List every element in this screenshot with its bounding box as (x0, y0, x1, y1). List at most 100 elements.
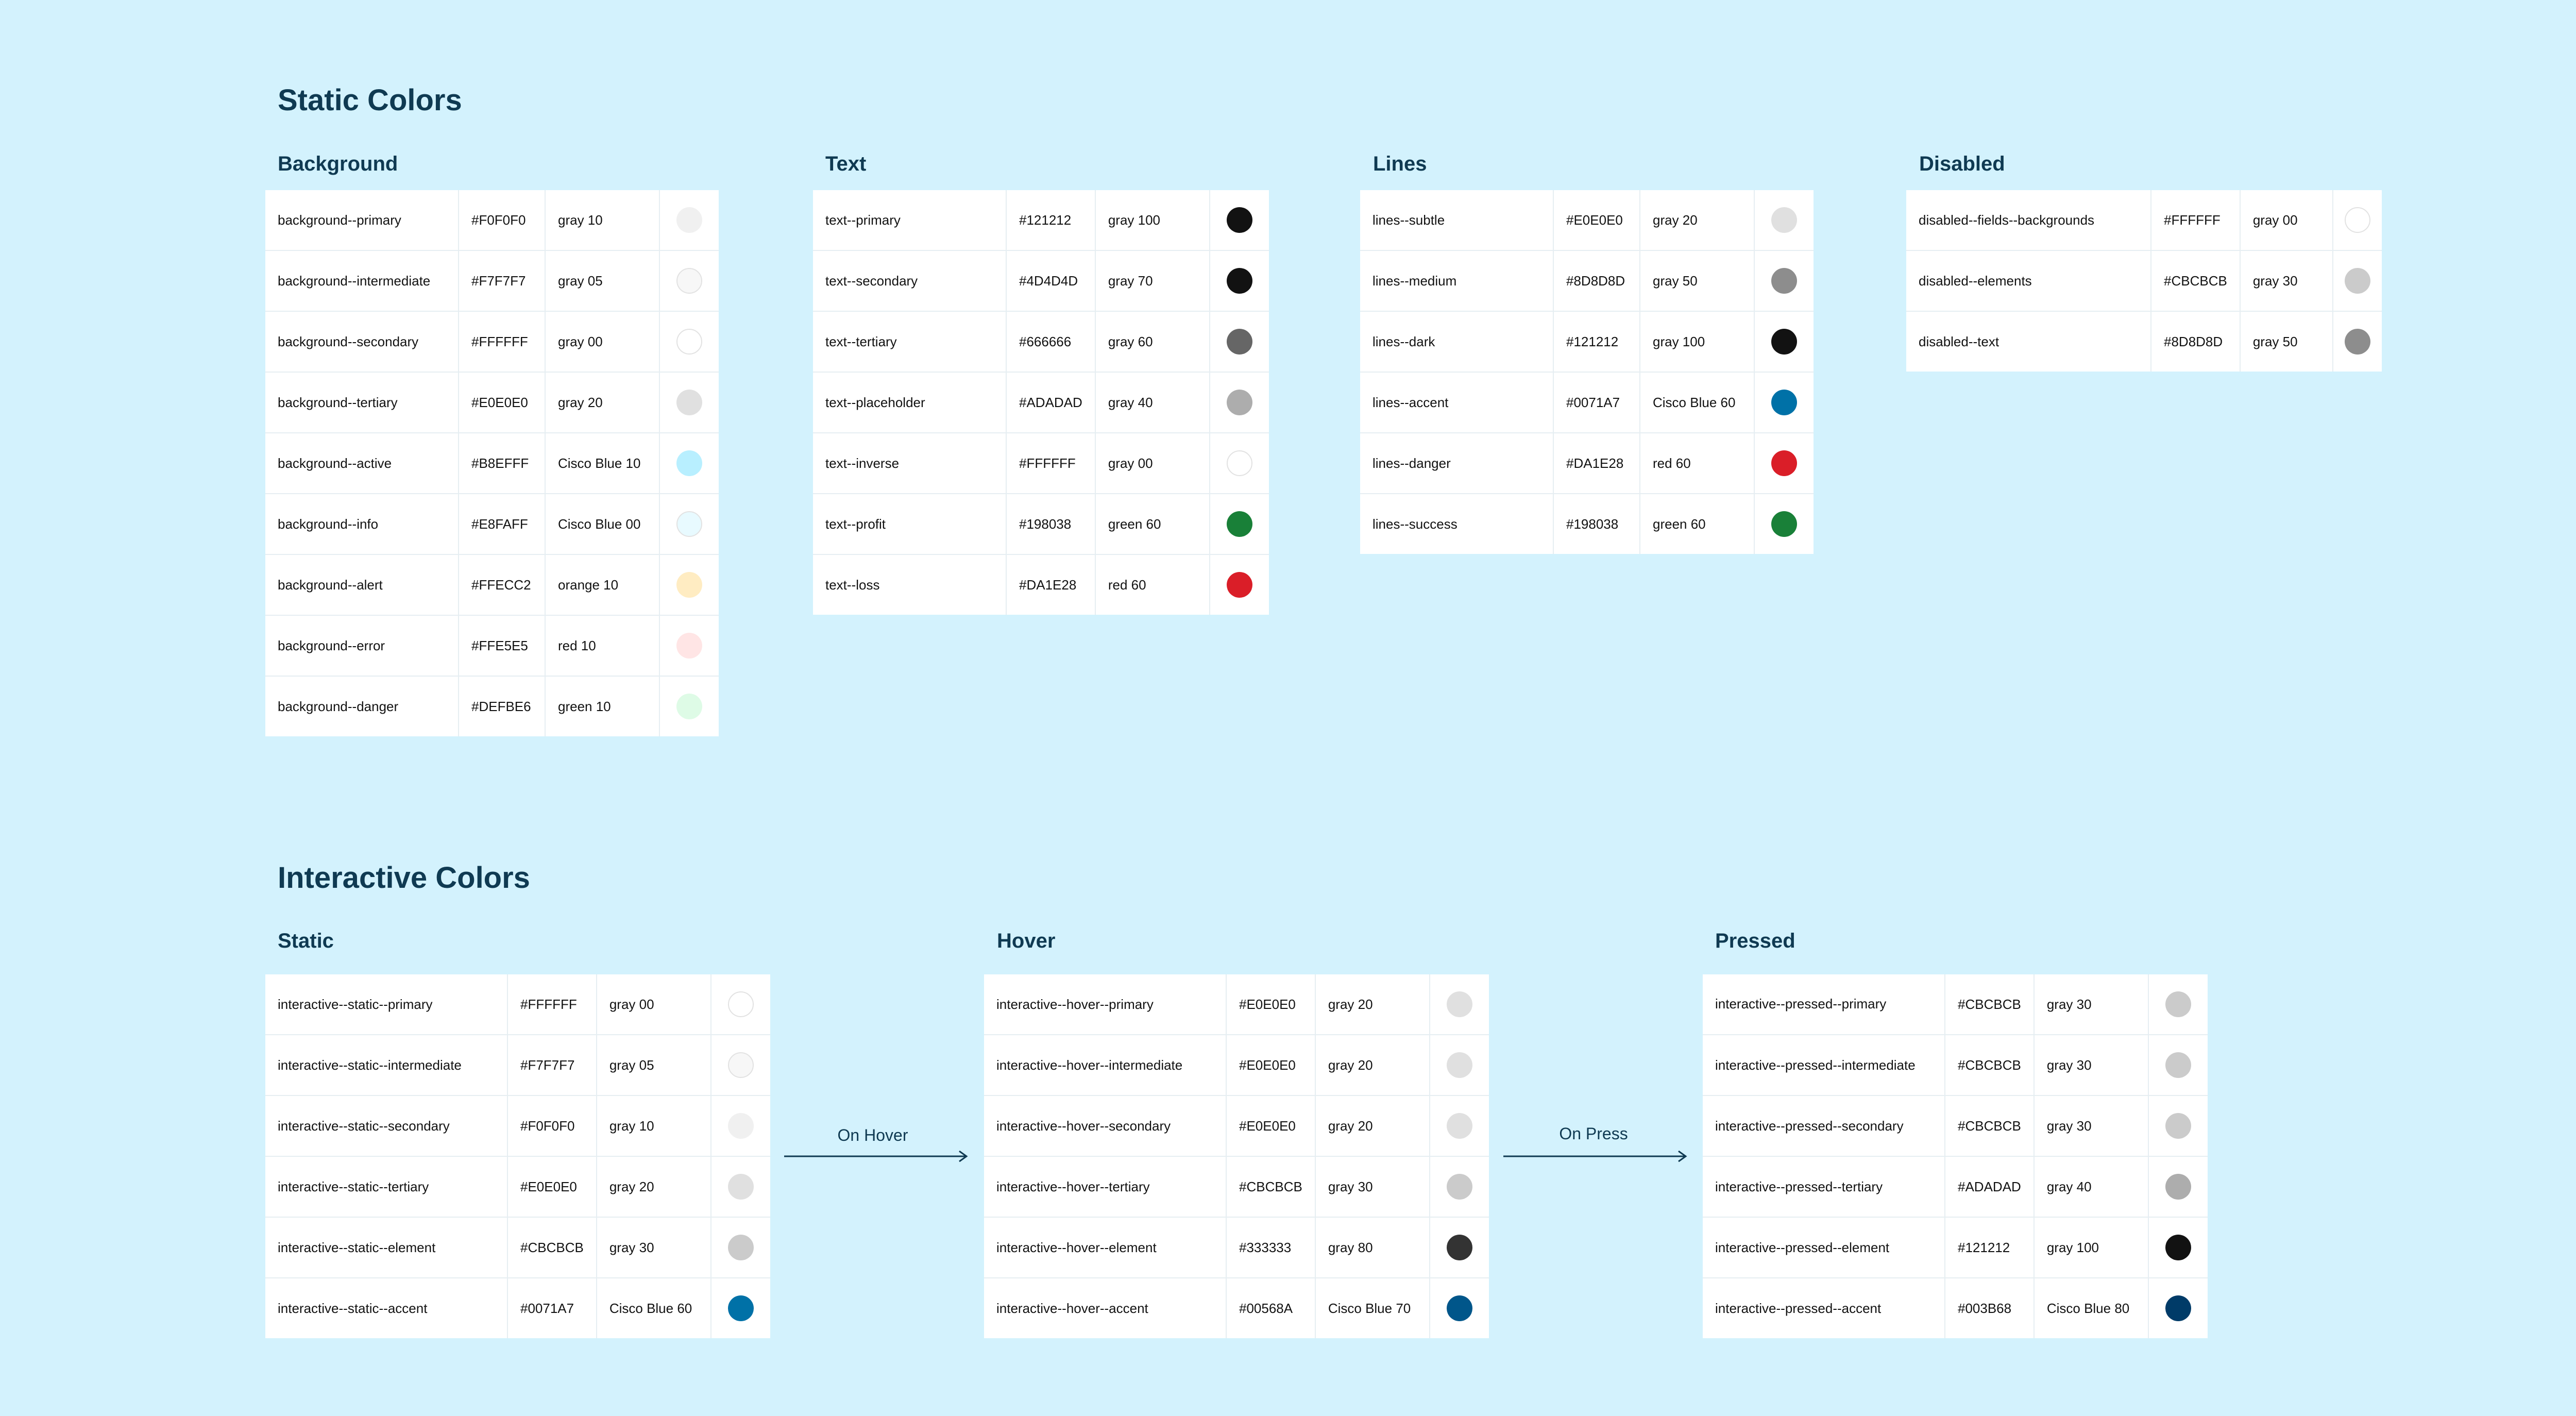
token-name: interactive--pressed--accent (1703, 1278, 1945, 1338)
swatch-cell (659, 433, 719, 494)
token-name: interactive--pressed--primary (1703, 974, 1945, 1035)
swatch-cell (2148, 974, 2208, 1035)
palette-name: Cisco Blue 60 (1640, 372, 1755, 433)
token-name: lines--dark (1360, 311, 1554, 373)
hex-value: #F0F0F0 (459, 190, 546, 251)
interactive-pressed-row: interactive--pressed--element #121212 gray… (1703, 1217, 2208, 1278)
palette-name: gray 30 (596, 1217, 711, 1278)
color-swatch (2165, 1235, 2191, 1260)
hex-value: #E8FAFF (459, 494, 546, 555)
hex-value: #DA1E28 (1006, 554, 1096, 615)
palette-name: gray 00 (2240, 190, 2333, 251)
palette-name: gray 20 (545, 372, 660, 433)
color-swatch (1771, 450, 1797, 476)
swatch-cell (1754, 494, 1814, 554)
disabled-group-title: Disabled (1919, 153, 2005, 175)
color-swatch (1446, 1113, 1472, 1139)
swatch-cell (2148, 1156, 2208, 1218)
interactive-pressed-row: interactive--pressed--tertiary #ADADAD gra… (1703, 1156, 2208, 1218)
swatch-cell (659, 494, 719, 555)
hex-value: #ADADAD (1006, 372, 1096, 433)
palette-name: gray 20 (1315, 974, 1430, 1035)
lines-row: lines--medium #8D8D8D gray 50 (1360, 250, 1814, 312)
palette-name: gray 100 (1095, 190, 1210, 251)
token-name: interactive--hover--element (984, 1217, 1227, 1278)
interactive-pressed-row: interactive--pressed--accent #003B68 Cisco… (1703, 1278, 2208, 1338)
interactive-colors-title: Interactive Colors (278, 861, 530, 895)
palette-name: gray 100 (1640, 311, 1755, 373)
swatch-cell (1754, 311, 1814, 373)
token-name: interactive--hover--accent (984, 1278, 1227, 1338)
token-name: text--profit (813, 494, 1007, 555)
disabled-color-table: disabled--fields--backgrounds #FFFFFF gray… (1906, 190, 2382, 372)
hex-value: #333333 (1226, 1217, 1316, 1278)
color-swatch (676, 511, 702, 537)
interactive-pressed-table: interactive--pressed--primary #CBCBCB gray… (1703, 974, 2208, 1338)
palette-name: gray 30 (2033, 1095, 2149, 1157)
palette-name: gray 40 (1095, 372, 1210, 433)
palette-name: gray 50 (1640, 250, 1755, 312)
background-row: background--info #E8FAFF Cisco Blue 00 (265, 494, 719, 555)
color-swatch (2165, 991, 2191, 1017)
interactive-pressed-row: interactive--pressed--secondary #CBCBCB gr… (1703, 1095, 2208, 1157)
token-name: lines--danger (1360, 433, 1554, 494)
hex-value: #E0E0E0 (459, 372, 546, 433)
color-swatch (676, 694, 702, 719)
hex-value: #E0E0E0 (1226, 974, 1316, 1035)
on-hover-label: On Hover (837, 1126, 908, 1144)
palette-name: gray 50 (2240, 311, 2333, 372)
palette-name: gray 00 (545, 311, 660, 373)
token-name: text--primary (813, 190, 1007, 251)
color-swatch (676, 329, 702, 355)
token-name: background--info (265, 494, 459, 555)
color-swatch (1446, 1174, 1472, 1200)
color-swatch (2344, 329, 2370, 355)
hex-value: #CBCBCB (2151, 250, 2241, 312)
color-swatch (2165, 1113, 2191, 1139)
hex-value: #FFFFFF (507, 974, 597, 1035)
token-name: interactive--hover--primary (984, 974, 1227, 1035)
color-swatch (676, 633, 702, 659)
swatch-cell (659, 311, 719, 373)
swatch-cell (2332, 250, 2382, 312)
token-name: interactive--static--secondary (265, 1095, 508, 1157)
text-color-table: text--primary #121212 gray 100 text--second… (813, 190, 1269, 615)
background-group-title: Background (278, 153, 398, 175)
lines-color-table: lines--subtle #E0E0E0 gray 20 lines--medium… (1360, 190, 1814, 554)
hex-value: #8D8D8D (2151, 311, 2241, 372)
color-swatch (676, 572, 702, 598)
palette-name: orange 10 (545, 554, 660, 616)
token-name: lines--accent (1360, 372, 1554, 433)
token-name: interactive--static--intermediate (265, 1035, 508, 1096)
color-swatch (727, 1235, 754, 1260)
swatch-cell (659, 676, 719, 736)
background-row: background--intermediate #F7F7F7 gray 05 (265, 250, 719, 312)
palette-name: gray 05 (545, 250, 660, 312)
background-row: background--secondary #FFFFFF gray 00 (265, 311, 719, 373)
color-swatch (1771, 207, 1797, 233)
palette-name: gray 10 (545, 190, 660, 251)
hex-value: #F0F0F0 (507, 1095, 597, 1157)
swatch-cell (1209, 433, 1269, 494)
interactive-static-row: interactive--static--element #CBCBCB gray … (265, 1217, 770, 1278)
swatch-cell (659, 554, 719, 616)
token-name: interactive--pressed--intermediate (1703, 1035, 1945, 1096)
token-name: lines--medium (1360, 250, 1554, 312)
hex-value: #FFE5E5 (459, 615, 546, 677)
color-swatch (1771, 329, 1797, 355)
hex-value: #666666 (1006, 311, 1096, 373)
interactive-pressed-row: interactive--pressed--intermediate #CBCBC… (1703, 1035, 2208, 1096)
token-name: background--primary (265, 190, 459, 251)
on-press-label: On Press (1559, 1124, 1628, 1143)
palette-name: gray 10 (596, 1095, 711, 1157)
hex-value: #CBCBCB (1226, 1156, 1316, 1218)
palette-name: gray 30 (1315, 1156, 1430, 1218)
hex-value: #E0E0E0 (1553, 190, 1640, 251)
swatch-cell (1754, 433, 1814, 494)
token-name: disabled--text (1906, 311, 2151, 372)
hex-value: #198038 (1006, 494, 1096, 555)
hex-value: #E0E0E0 (507, 1156, 597, 1218)
swatch-cell (710, 1156, 770, 1218)
token-name: lines--success (1360, 494, 1554, 554)
swatch-cell (659, 615, 719, 677)
